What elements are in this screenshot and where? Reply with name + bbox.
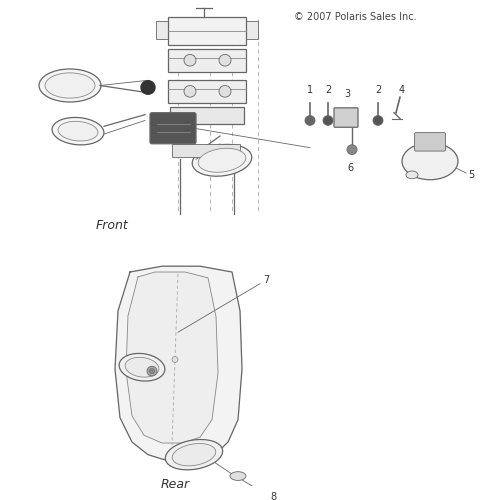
FancyBboxPatch shape <box>414 132 446 151</box>
Text: Rear: Rear <box>160 478 190 491</box>
Circle shape <box>305 116 315 126</box>
Text: 1: 1 <box>307 85 313 95</box>
Ellipse shape <box>166 440 222 470</box>
Bar <box>168 80 246 103</box>
Bar <box>156 22 170 39</box>
Circle shape <box>150 368 154 374</box>
Ellipse shape <box>52 118 104 145</box>
Circle shape <box>141 80 155 94</box>
Ellipse shape <box>39 69 101 102</box>
Text: 7: 7 <box>263 275 269 285</box>
Bar <box>168 18 246 44</box>
Polygon shape <box>115 266 242 462</box>
Text: 2: 2 <box>325 85 331 95</box>
Text: 5: 5 <box>468 170 474 180</box>
Polygon shape <box>126 272 218 443</box>
Circle shape <box>219 54 231 66</box>
Ellipse shape <box>192 144 252 176</box>
Text: 3: 3 <box>344 89 350 99</box>
FancyBboxPatch shape <box>334 108 358 128</box>
Ellipse shape <box>125 358 159 377</box>
Bar <box>168 48 246 72</box>
Circle shape <box>347 145 357 154</box>
Ellipse shape <box>119 354 165 381</box>
Ellipse shape <box>406 171 418 179</box>
Circle shape <box>184 54 196 66</box>
Ellipse shape <box>58 122 98 141</box>
Circle shape <box>373 116 383 126</box>
Ellipse shape <box>198 148 246 172</box>
Text: © 2007 Polaris Sales Inc.: © 2007 Polaris Sales Inc. <box>294 12 416 22</box>
Ellipse shape <box>402 143 458 180</box>
FancyBboxPatch shape <box>150 112 196 144</box>
Circle shape <box>147 366 157 376</box>
Circle shape <box>184 86 196 97</box>
Bar <box>172 144 240 158</box>
Ellipse shape <box>45 73 95 98</box>
Bar <box>244 22 258 39</box>
Bar <box>170 107 244 124</box>
Text: 8: 8 <box>270 492 276 500</box>
Circle shape <box>172 356 178 362</box>
Text: 2: 2 <box>375 85 381 95</box>
Ellipse shape <box>230 472 246 480</box>
Text: 4: 4 <box>399 85 405 95</box>
Circle shape <box>323 116 333 126</box>
Text: Front: Front <box>96 218 128 232</box>
Ellipse shape <box>172 444 216 466</box>
Circle shape <box>219 86 231 97</box>
Text: 6: 6 <box>347 163 353 173</box>
